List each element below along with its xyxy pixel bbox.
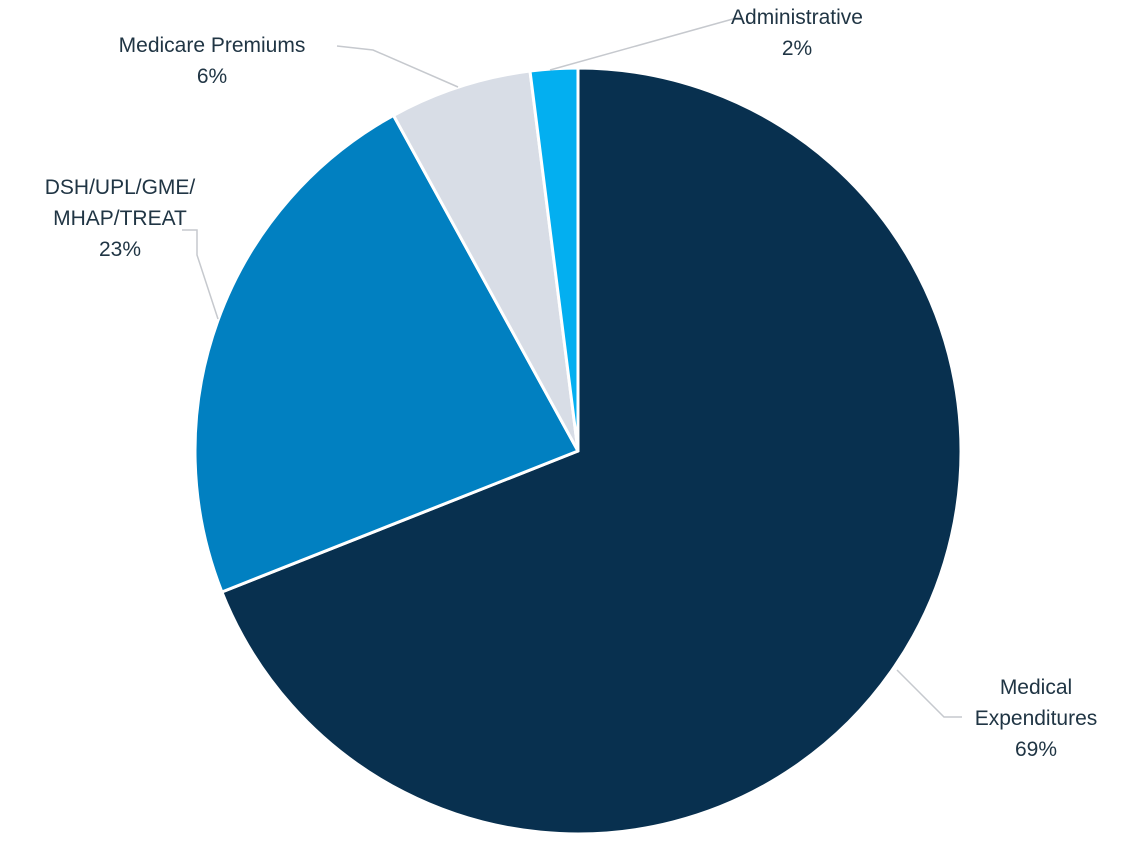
data-label-value: 23% bbox=[99, 238, 141, 261]
data-label-medicare-premiums: Medicare Premiums 6% bbox=[119, 34, 306, 88]
leader-line-administrative bbox=[549, 16, 741, 71]
leader-line-medical-expenditures bbox=[896, 669, 962, 718]
leader-line-dsh-upl-gme-mhap-treat bbox=[182, 229, 219, 320]
data-label-name: Expenditures bbox=[975, 707, 1098, 730]
data-label-value: 6% bbox=[197, 65, 227, 88]
data-label-value: 2% bbox=[782, 37, 812, 60]
data-label-name: Administrative bbox=[731, 6, 863, 29]
data-label-dsh-upl-gme-mhap-treat: DSH/UPL/GME/MHAP/TREAT 23% bbox=[45, 176, 196, 261]
data-label-name: Medicare Premiums bbox=[119, 34, 306, 57]
data-label-medical-expenditures: Medical Expenditures 69% bbox=[975, 676, 1098, 761]
pie-slice-dsh-upl-gme-mhap-treat bbox=[193, 113, 580, 594]
data-label-name: Medical bbox=[1000, 676, 1072, 699]
leader-line-medicare-premiums bbox=[336, 45, 459, 88]
pie-slice-medical-expenditures bbox=[220, 66, 963, 836]
pie-slice-medicare-premiums bbox=[391, 69, 580, 453]
data-label-administrative: Administrative 2% bbox=[731, 6, 863, 60]
slices-layer bbox=[193, 66, 963, 836]
data-label-value: 69% bbox=[1015, 738, 1057, 761]
data-label-name: MHAP/TREAT bbox=[53, 207, 187, 230]
labels-layer: Medical Expenditures 69% DSH/UPL/GME/MHAP/T… bbox=[45, 6, 1098, 761]
data-label-name: DSH/UPL/GME/ bbox=[45, 176, 196, 199]
leader-lines-layer bbox=[182, 16, 962, 718]
